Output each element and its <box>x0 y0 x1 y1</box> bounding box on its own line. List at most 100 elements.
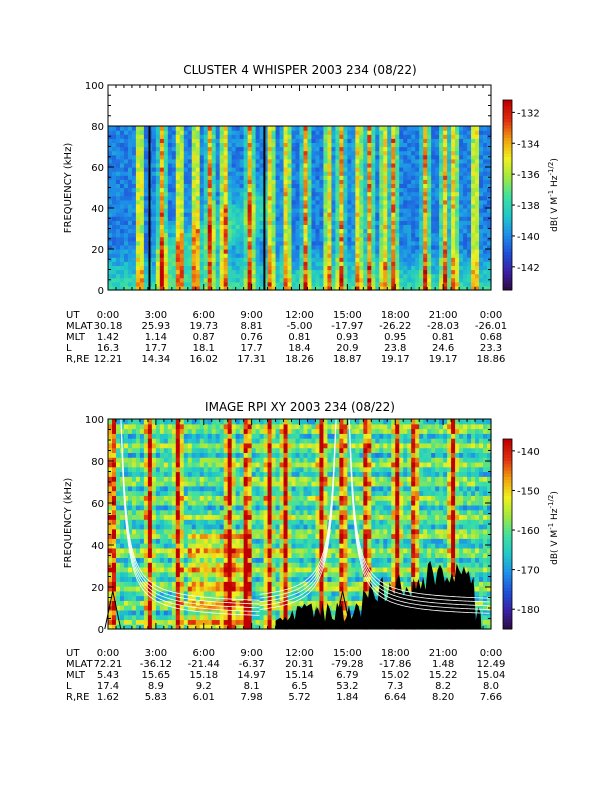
ephemeris-value: 15.02 <box>381 670 410 681</box>
no-data-band <box>108 85 491 126</box>
x-tick-label: 12:00 <box>285 648 314 659</box>
y-tick-label: 20 <box>91 245 104 256</box>
x-tick-label: 12:00 <box>285 310 314 321</box>
ephemeris-value: 16.3 <box>97 343 119 354</box>
ephemeris-value: 1.14 <box>145 332 167 343</box>
y-tick-label: 0 <box>98 625 104 636</box>
rpi-panel: IMAGE RPI XY 2003 234 (08/22) FREQUENCY … <box>63 400 560 703</box>
ephemeris-row-label: MLT <box>66 670 86 681</box>
y-axis-label: FREQUENCY (kHz) <box>63 478 74 569</box>
ephemeris-value: 20.31 <box>285 659 314 670</box>
colorbar-label-exp2: -1/2 <box>547 495 555 509</box>
ephemeris-value: 17.31 <box>237 354 266 365</box>
ephemeris-value: -36.12 <box>140 659 172 670</box>
ephemeris-value: 5.43 <box>97 670 119 681</box>
x-tick-label: 3:00 <box>145 310 167 321</box>
ephemeris-value: 0.76 <box>240 332 262 343</box>
y-tick-label: 40 <box>91 541 104 552</box>
x-tick-label: 3:00 <box>145 648 167 659</box>
y-axis-label: FREQUENCY (kHz) <box>63 143 74 234</box>
ephemeris-row-label: R,RE <box>66 354 89 365</box>
y-tick-label: 60 <box>91 499 104 510</box>
x-tick-label: 0:00 <box>480 648 502 659</box>
ephemeris-value: 12.49 <box>477 659 506 670</box>
ephemeris-value: 15.18 <box>189 670 218 681</box>
ephemeris-value: 1.48 <box>432 659 454 670</box>
ephemeris-value: -79.28 <box>331 659 363 670</box>
ephemeris-value: 15.22 <box>429 670 458 681</box>
y-tick-label: 100 <box>85 81 104 92</box>
ephemeris-value: 8.20 <box>432 692 454 703</box>
x-tick-label: 21:00 <box>429 648 458 659</box>
ephemeris-row-label: L <box>66 343 72 354</box>
colorbar-tick-label: -132 <box>517 108 540 119</box>
colorbar-tick-label: -142 <box>517 263 540 274</box>
ephemeris-value: 7.3 <box>387 681 403 692</box>
x-tick-label: 6:00 <box>193 648 215 659</box>
ephemeris-value: 0.68 <box>480 332 502 343</box>
ephemeris-value: 8.81 <box>240 321 262 332</box>
x-tick-label: 9:00 <box>240 310 262 321</box>
chart-title: CLUSTER 4 WHISPER 2003 234 (08/22) <box>183 63 416 77</box>
colorbar-tick-label: -160 <box>517 526 540 537</box>
colorbar-tick-label: -140 <box>517 447 540 458</box>
y-tick-labels: 0 20 40 60 80 100 <box>85 81 104 297</box>
colorbar-label-mid: Hz <box>550 175 560 190</box>
ephemeris-value: 18.4 <box>288 343 310 354</box>
ephemeris-value: 12.21 <box>94 354 123 365</box>
ephemeris-row-label: R,RE <box>66 692 89 703</box>
ephemeris-value: 1.62 <box>97 692 119 703</box>
ephemeris-value: 6.5 <box>292 681 308 692</box>
ephemeris-value: -28.03 <box>427 321 459 332</box>
ephemeris-value: 15.14 <box>285 670 314 681</box>
ephemeris-value: 8.0 <box>483 681 499 692</box>
ephemeris-value: 15.04 <box>477 670 506 681</box>
ephemeris-value: 6.01 <box>193 692 215 703</box>
colorbar-tick-label: -150 <box>517 486 540 497</box>
x-tick-label: 15:00 <box>333 310 362 321</box>
ephemeris-value: 17.4 <box>97 681 119 692</box>
ephemeris-value: 18.26 <box>285 354 314 365</box>
ephemeris-value: 18.1 <box>193 343 215 354</box>
ephemeris-value: 8.9 <box>148 681 164 692</box>
ephemeris-row-label: MLT <box>66 332 86 343</box>
ephemeris-row-label: MLAT <box>66 659 93 670</box>
y-tick-label: 80 <box>91 457 104 468</box>
colorbar-label-exp1: -1 <box>547 523 555 530</box>
ephemeris-value: 18.87 <box>333 354 362 365</box>
x-tick-label: 18:00 <box>381 310 410 321</box>
ephemeris-value: 14.34 <box>142 354 171 365</box>
ephemeris-value: 0.95 <box>384 332 406 343</box>
x-tick-label: 6:00 <box>193 310 215 321</box>
ephemeris-value: 25.93 <box>142 321 171 332</box>
colorbar-label: dB( V M-1 Hz-1/2) <box>547 158 560 232</box>
ephemeris-value: 15.65 <box>142 670 171 681</box>
ephemeris-value: 0.81 <box>432 332 454 343</box>
ephemeris-value: 0.87 <box>193 332 215 343</box>
axis-ticks <box>107 84 492 291</box>
ephemeris-value: 23.8 <box>384 343 406 354</box>
spectrogram <box>108 419 492 630</box>
ephemeris-value: 14.97 <box>237 670 266 681</box>
ephemeris-value: 19.17 <box>429 354 458 365</box>
ephemeris-value: 24.6 <box>432 343 454 354</box>
whisper-panel: CLUSTER 4 WHISPER 2003 234 (08/22) FREQU… <box>63 63 560 365</box>
y-tick-label: 80 <box>91 122 104 133</box>
x-tick-label: 15:00 <box>333 648 362 659</box>
ephemeris-value: 9.2 <box>196 681 212 692</box>
ephemeris-value: 7.66 <box>480 692 502 703</box>
ephemeris-row-label: UT <box>66 648 80 659</box>
ephemeris-value: 30.18 <box>94 321 123 332</box>
ephemeris-row-label: L <box>66 681 72 692</box>
ephemeris-value: -5.00 <box>287 321 313 332</box>
ephemeris-row-label: MLAT <box>66 321 93 332</box>
colorbar-tick-label: -180 <box>517 605 540 616</box>
ephemeris-value: 7.98 <box>240 692 262 703</box>
ephemeris-value: 53.2 <box>336 681 358 692</box>
ephemeris-value: 0.93 <box>336 332 358 343</box>
x-tick-label: 0:00 <box>97 648 119 659</box>
x-tick-label: 21:00 <box>429 310 458 321</box>
colorbar-label-exp1: -1 <box>547 190 555 197</box>
